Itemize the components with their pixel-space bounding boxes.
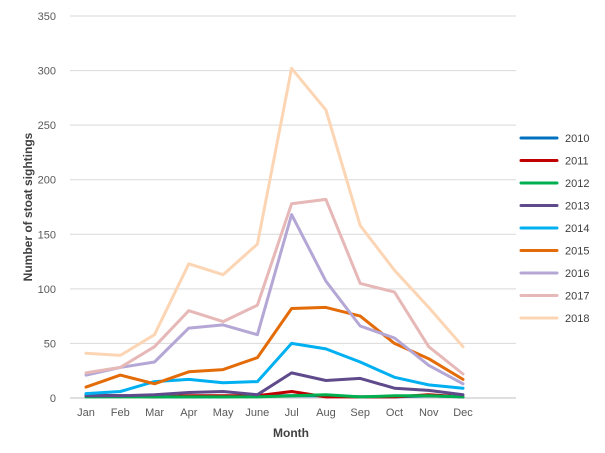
series-line-2018	[84, 66, 465, 357]
x-tick-label: June	[245, 407, 269, 419]
legend-label-2010: 2010	[565, 133, 589, 145]
legend-label-2018: 2018	[565, 313, 589, 325]
x-tick-label: Dec	[453, 407, 473, 419]
x-axis-ticks: Jan Feb Mar Apr May June Jul Aug Sep Oct Nov Dec	[77, 407, 473, 419]
y-tick-label: 150	[38, 229, 56, 241]
x-tick-label: Mar	[145, 407, 164, 419]
y-axis-title: Number of stoat sightings	[21, 132, 35, 281]
y-tick-label: 300	[38, 66, 56, 78]
legend-label-2011: 2011	[565, 156, 589, 168]
series-line-2014	[84, 341, 465, 396]
series-line-2015	[84, 305, 465, 389]
x-tick-label: Jul	[285, 407, 299, 419]
legend-label-2014: 2014	[565, 223, 589, 235]
x-tick-label: Aug	[316, 407, 336, 419]
series-line-2016	[84, 213, 465, 386]
y-axis-ticks: 0 50 100 150 200 250 300 350	[38, 11, 56, 405]
legend-label-2017: 2017	[565, 291, 589, 303]
series-line-2013	[84, 371, 465, 398]
y-tick-label: 250	[38, 120, 56, 132]
series-line-2017	[84, 197, 465, 376]
x-tick-label: Apr	[180, 407, 197, 419]
y-tick-label: 200	[38, 175, 56, 187]
legend-label-2016: 2016	[565, 268, 589, 280]
x-tick-label: Feb	[111, 407, 130, 419]
x-tick-label: May	[213, 407, 234, 419]
series-lines	[84, 66, 465, 399]
legend-label-2013: 2013	[565, 201, 589, 213]
legend-label-2015: 2015	[565, 246, 589, 258]
x-axis-title: Month	[273, 426, 309, 440]
x-tick-label: Nov	[419, 407, 439, 419]
x-tick-label: Sep	[350, 407, 370, 419]
legend: 2010 2011 2012 2013 2014 2015 2016 2017 2018	[519, 133, 589, 325]
y-tick-label: 0	[50, 393, 56, 405]
y-tick-label: 350	[38, 11, 56, 23]
x-tick-label: Jan	[77, 407, 95, 419]
gridlines	[70, 15, 516, 399]
series-line-2012	[84, 393, 465, 399]
legend-label-2012: 2012	[565, 178, 589, 190]
y-tick-label: 100	[38, 284, 56, 296]
x-tick-label: Oct	[386, 407, 403, 419]
y-tick-label: 50	[44, 338, 56, 350]
